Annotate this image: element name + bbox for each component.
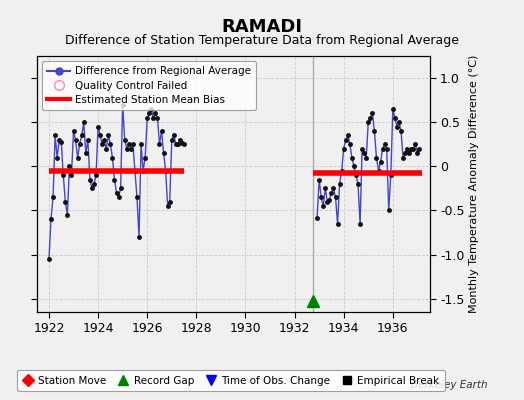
Y-axis label: Monthly Temperature Anomaly Difference (°C): Monthly Temperature Anomaly Difference (… — [469, 55, 479, 313]
Text: Berkeley Earth: Berkeley Earth — [411, 380, 487, 390]
Text: RAMADI: RAMADI — [222, 18, 302, 36]
Text: Difference of Station Temperature Data from Regional Average: Difference of Station Temperature Data f… — [65, 34, 459, 47]
Legend: Difference from Regional Average, Quality Control Failed, Estimated Station Mean: Difference from Regional Average, Qualit… — [42, 61, 256, 110]
Legend: Station Move, Record Gap, Time of Obs. Change, Empirical Break: Station Move, Record Gap, Time of Obs. C… — [17, 370, 444, 391]
